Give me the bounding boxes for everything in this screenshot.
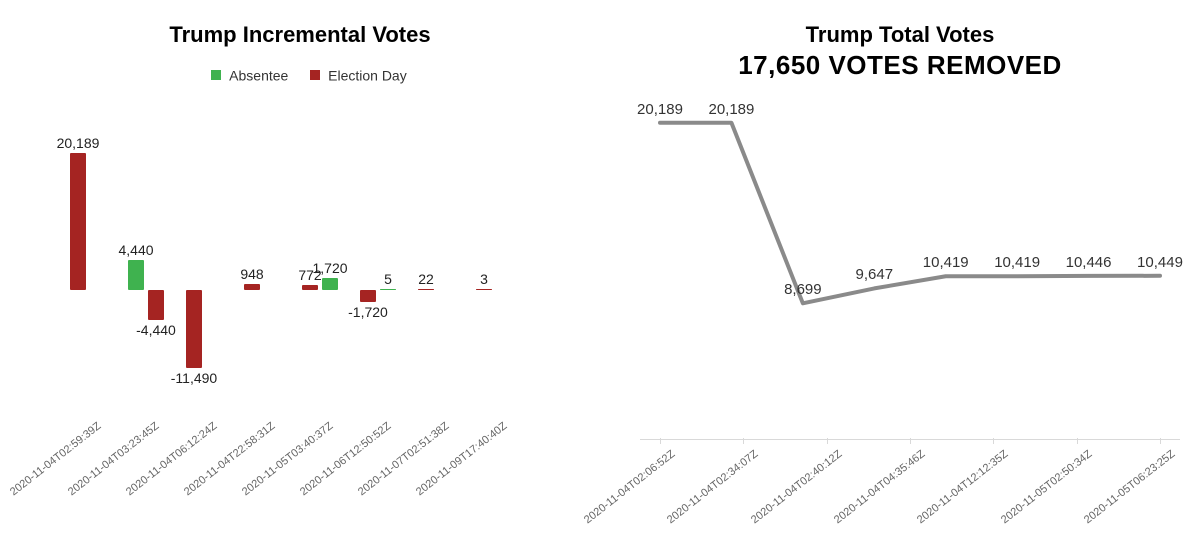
line-value-label: 9,647 (856, 266, 894, 283)
bar (148, 290, 164, 320)
bar-value-label: 20,189 (57, 135, 100, 151)
bar-value-label: 4,440 (118, 242, 153, 258)
bar (244, 284, 260, 290)
x-axis-label: 2020-11-04T06:12:24Z (94, 420, 220, 522)
bar (70, 153, 86, 290)
total-votes-line (660, 123, 1160, 304)
right-plot-area: 20,189 20,189 8,699 9,647 10,419 10,419 10,446… (640, 100, 1180, 440)
x-axis-label: 2020-11-07T02:51:38Z (326, 420, 452, 522)
legend-label-electionday: Election Day (328, 67, 407, 83)
x-axis-label: 2020-11-04T22:58:31Z (152, 420, 278, 522)
line-value-label: 10,449 (1137, 254, 1183, 271)
right-chart-title: Trump Total Votes (600, 22, 1200, 48)
legend-swatch-electionday (310, 70, 320, 80)
bar-value-label: 1,720 (312, 260, 347, 276)
line-value-label: 10,446 (1066, 254, 1112, 271)
line-value-label: 8,699 (784, 281, 822, 298)
bar-value-label: -1,720 (348, 304, 388, 320)
bar (186, 290, 202, 368)
bar (476, 289, 492, 290)
legend-label-absentee: Absentee (229, 67, 288, 83)
bar-value-label: 948 (240, 266, 263, 282)
total-votes-chart: Trump Total Votes 17,650 VOTES REMOVED 2… (600, 0, 1200, 546)
x-axis-label: 2020-11-06T12:50:52Z (268, 420, 394, 522)
bar (418, 289, 434, 290)
bar-value-label: 3 (480, 271, 488, 287)
bar-value-label: 22 (418, 271, 434, 287)
bar (380, 289, 396, 290)
legend-swatch-absentee (211, 70, 221, 80)
right-x-axis-labels: 2020-11-04T02:06:52Z2020-11-04T02:34:07Z… (640, 448, 1180, 546)
line-value-label: 10,419 (994, 254, 1040, 271)
left-chart-legend: Absentee Election Day (0, 66, 600, 83)
left-chart-title: Trump Incremental Votes (0, 22, 600, 48)
left-plot-area: 20,1894,440-4,440-11,4909487721,720-1,72… (70, 140, 560, 400)
line-value-label: 10,419 (923, 254, 969, 271)
bar-value-label: -4,440 (136, 322, 176, 338)
line-value-label: 20,189 (637, 101, 683, 118)
bar (360, 290, 376, 302)
bar-value-label: 5 (384, 271, 392, 287)
bar (322, 278, 338, 290)
bar-value-label: -11,490 (171, 370, 217, 386)
right-chart-subtitle: 17,650 VOTES REMOVED (600, 50, 1200, 81)
bar (128, 260, 144, 290)
incremental-votes-chart: Trump Incremental Votes Absentee Electio… (0, 0, 600, 546)
bar (302, 285, 318, 290)
x-axis-label: 2020-11-04T03:23:45Z (36, 420, 162, 522)
x-axis-label: 2020-11-05T03:40:37Z (210, 420, 336, 522)
left-x-axis-labels: 2020-11-04T02:59:39Z2020-11-04T03:23:45Z… (70, 420, 560, 540)
line-value-label: 20,189 (708, 101, 754, 118)
x-axis-label: 2020-11-09T17:40:40Z (384, 420, 510, 522)
charts-container: Trump Incremental Votes Absentee Electio… (0, 0, 1200, 546)
